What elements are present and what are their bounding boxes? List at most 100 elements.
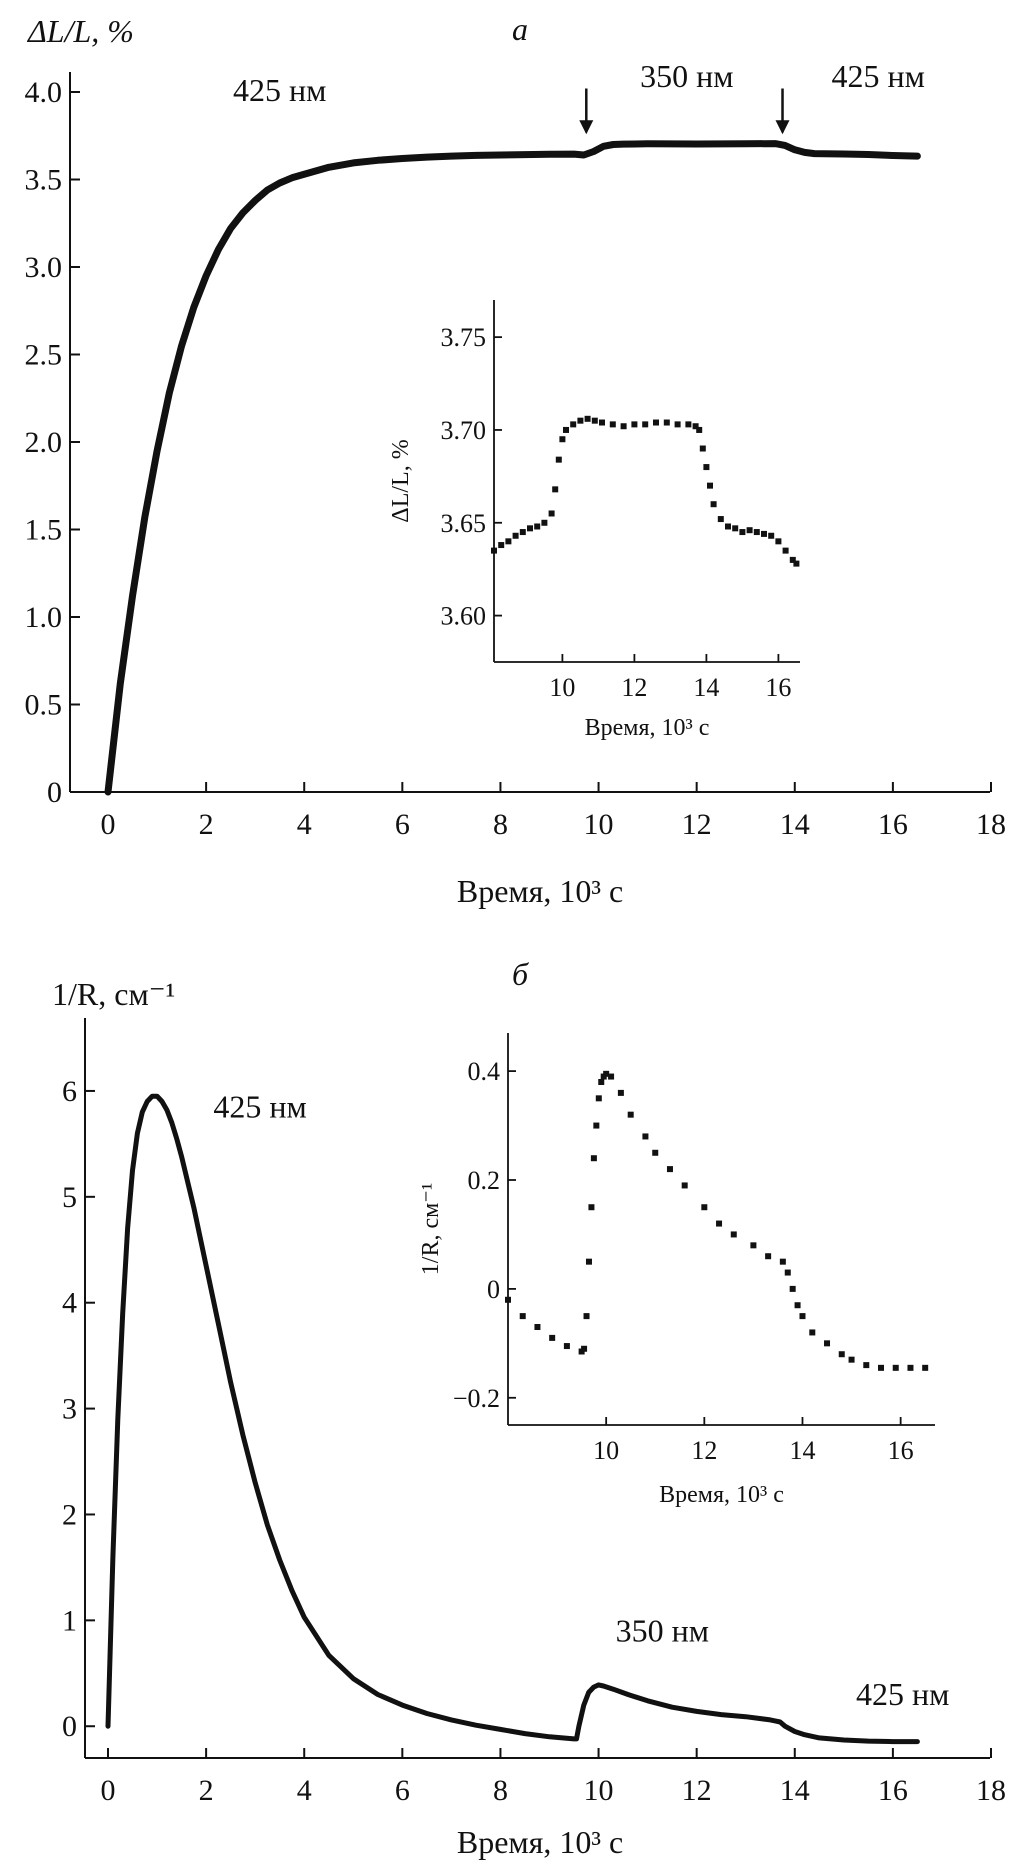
- panel-a-x-tick-label: 10: [584, 808, 614, 841]
- panel-a-x-tick-label: 0: [101, 808, 116, 841]
- panel-a-inset-point: [552, 486, 559, 493]
- panel-a-y-tick-label: 0.5: [25, 689, 63, 722]
- panel-a-inset-point: [512, 532, 519, 539]
- panel-a-inset-point: [696, 426, 703, 433]
- panel-a-x-tick-label: 6: [395, 808, 410, 841]
- panel-a-annotation: 425 нм: [233, 72, 326, 108]
- panel-b-x-tick-label: 14: [780, 1774, 810, 1807]
- panel-b-inset-point: [750, 1242, 757, 1249]
- panel-b-annotation: 425 нм: [213, 1088, 306, 1124]
- panel-a-inset-y-axis-label: ΔL/L, %: [388, 439, 414, 522]
- panel-a-inset-x-tick-label: 10: [549, 673, 575, 702]
- panel-b-y-axis-label: 1/R, см⁻¹: [52, 976, 175, 1012]
- panel-b-inset-point: [595, 1095, 602, 1102]
- panel-b-inset-point: [907, 1364, 914, 1371]
- panel-b-inset-point: [666, 1166, 673, 1173]
- panel-a-y-tick-label: 2.5: [25, 339, 63, 372]
- panel-a-inset-point: [534, 523, 541, 530]
- panel-a-annotation: 350 нм: [640, 58, 733, 94]
- panel-b-y-tick-label: 3: [62, 1393, 77, 1426]
- panel-a-x-tick-label: 2: [199, 808, 214, 841]
- panel-b-chart: б 1/R, см⁻¹ Время, 10³ с 0 2 4 6 8 10 12 14 16 18…: [52, 956, 1006, 1860]
- panel-a-inset-point: [599, 419, 605, 426]
- panel-b-inset-point: [593, 1122, 600, 1129]
- panel-a-y-tick-label: 2.0: [25, 426, 63, 459]
- panel-b-inset-x-tick-label: 16: [888, 1436, 914, 1465]
- panel-a-inset-point: [663, 419, 670, 426]
- panel-b-inset-point: [627, 1111, 634, 1118]
- panel-b-inset-point: [765, 1253, 772, 1260]
- panel-b-inset-point: [652, 1149, 659, 1156]
- panel-a-arrow-head: [775, 120, 790, 135]
- panel-a-inset-point: [793, 560, 800, 567]
- panel-a-inset-point: [768, 532, 775, 539]
- panel-b-inset-point: [838, 1351, 845, 1358]
- panel-a-inset-point: [775, 538, 782, 545]
- panel-b-inset-point: [779, 1258, 786, 1265]
- panel-b-series-line: [105, 1093, 920, 1745]
- panel-b-inset-point: [794, 1302, 801, 1309]
- panel-a-inset-point: [699, 445, 706, 452]
- panel-a-y-tick-label: 0: [47, 776, 62, 809]
- panel-a-inset-point: [498, 542, 505, 549]
- panel-a-arrow-head: [579, 120, 594, 135]
- panel-b-x-tick-label: 8: [493, 1774, 508, 1807]
- panel-a-inset-point: [685, 421, 692, 428]
- panel-a-inset-y-tick-label: 3.70: [441, 416, 487, 445]
- panel-b-inset-point: [701, 1204, 708, 1211]
- panel-a-inset-point: [642, 421, 649, 428]
- panel-a-inset-point: [570, 421, 577, 428]
- panel-b-inset-point: [583, 1313, 590, 1320]
- panel-a-inset-point: [505, 538, 512, 545]
- panel-a-inset-point: [555, 456, 562, 463]
- panel-a-inset-point: [527, 525, 533, 532]
- panel-b-y-tick-label: 0: [62, 1710, 77, 1743]
- panel-a-y-tick-label: 3.5: [25, 164, 63, 197]
- panel-a-inset-point: [746, 527, 753, 534]
- panel-b-inset-point: [848, 1356, 855, 1363]
- panel-b-inset-x-tick-label: 10: [593, 1436, 619, 1465]
- panel-a-y-tick-label: 1.5: [25, 514, 63, 547]
- panel-b-y-tick-label: 6: [62, 1075, 77, 1108]
- panel-a-x-tick-label: 4: [297, 808, 312, 841]
- panel-b-inset-point: [588, 1204, 595, 1211]
- panel-b-inset-y-tick-label: 0.4: [468, 1057, 501, 1086]
- panel-b-inset-point: [549, 1334, 556, 1341]
- panel-b-inset-point: [878, 1364, 885, 1371]
- panel-a-chart: а ΔL/L, % Время, 10³ с 0 2 4 6 8 10 12 14 16 18 0 0…: [25, 11, 1007, 909]
- panel-b-inset-y-axis-label: 1/R, см⁻¹: [418, 1183, 444, 1275]
- panel-a-series-line: [104, 140, 921, 796]
- panel-a-inset-point: [732, 525, 739, 532]
- panel-a-x-axis-label: Время, 10³ с: [457, 873, 623, 909]
- panel-b-inset-point: [617, 1089, 624, 1096]
- panel-b-inset-point: [603, 1070, 610, 1077]
- panel-b-inset-point: [608, 1073, 615, 1080]
- panel-b-inset-point: [598, 1079, 605, 1085]
- panel-b-inset-y-tick-label: 0.2: [468, 1166, 501, 1195]
- panel-b-inset-point: [519, 1313, 526, 1320]
- panel-b-annotation: 350 нм: [616, 1613, 709, 1649]
- panel-b-inset-point: [809, 1329, 816, 1336]
- panel-a-inset-y-tick-label: 3.60: [441, 602, 487, 631]
- panel-a-inset-point: [491, 547, 497, 554]
- panel-b-inset-point: [730, 1231, 737, 1238]
- panel-b-inset-point: [863, 1362, 870, 1369]
- panel-b-inset-point: [642, 1133, 649, 1140]
- panel-a-inset-point: [692, 423, 699, 430]
- panel-a-inset-point: [620, 423, 627, 430]
- panel-b-y-tick-label: 1: [62, 1604, 77, 1637]
- panel-a-inset-point: [584, 415, 591, 422]
- panel-a-inset-x-tick-label: 12: [621, 673, 647, 702]
- panel-b-y-tick-label: 2: [62, 1498, 77, 1531]
- panel-a-inset-y-tick-label: 3.65: [441, 509, 487, 538]
- panel-a-inset-x-axis-label: Время, 10³ с: [585, 715, 710, 741]
- panel-a-inset-point: [703, 464, 710, 471]
- panel-a-inset-point: [710, 501, 717, 508]
- panel-b-x-tick-label: 0: [101, 1774, 116, 1807]
- panel-a-inset-x-tick-label: 16: [765, 673, 791, 702]
- panel-a-y-tick-label: 3.0: [25, 251, 63, 284]
- panel-b-x-tick-label: 12: [682, 1774, 712, 1807]
- panel-a-x-tick-label: 14: [780, 808, 810, 841]
- panel-a-label: а: [512, 11, 528, 47]
